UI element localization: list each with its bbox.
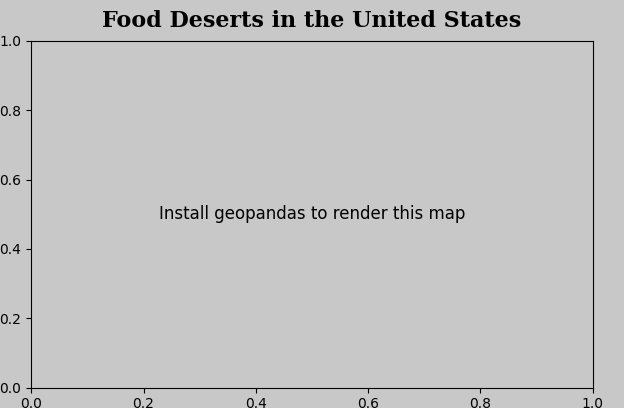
Text: Install geopandas to render this map: Install geopandas to render this map	[159, 205, 465, 223]
Text: Food Deserts in the United States: Food Deserts in the United States	[102, 10, 522, 32]
